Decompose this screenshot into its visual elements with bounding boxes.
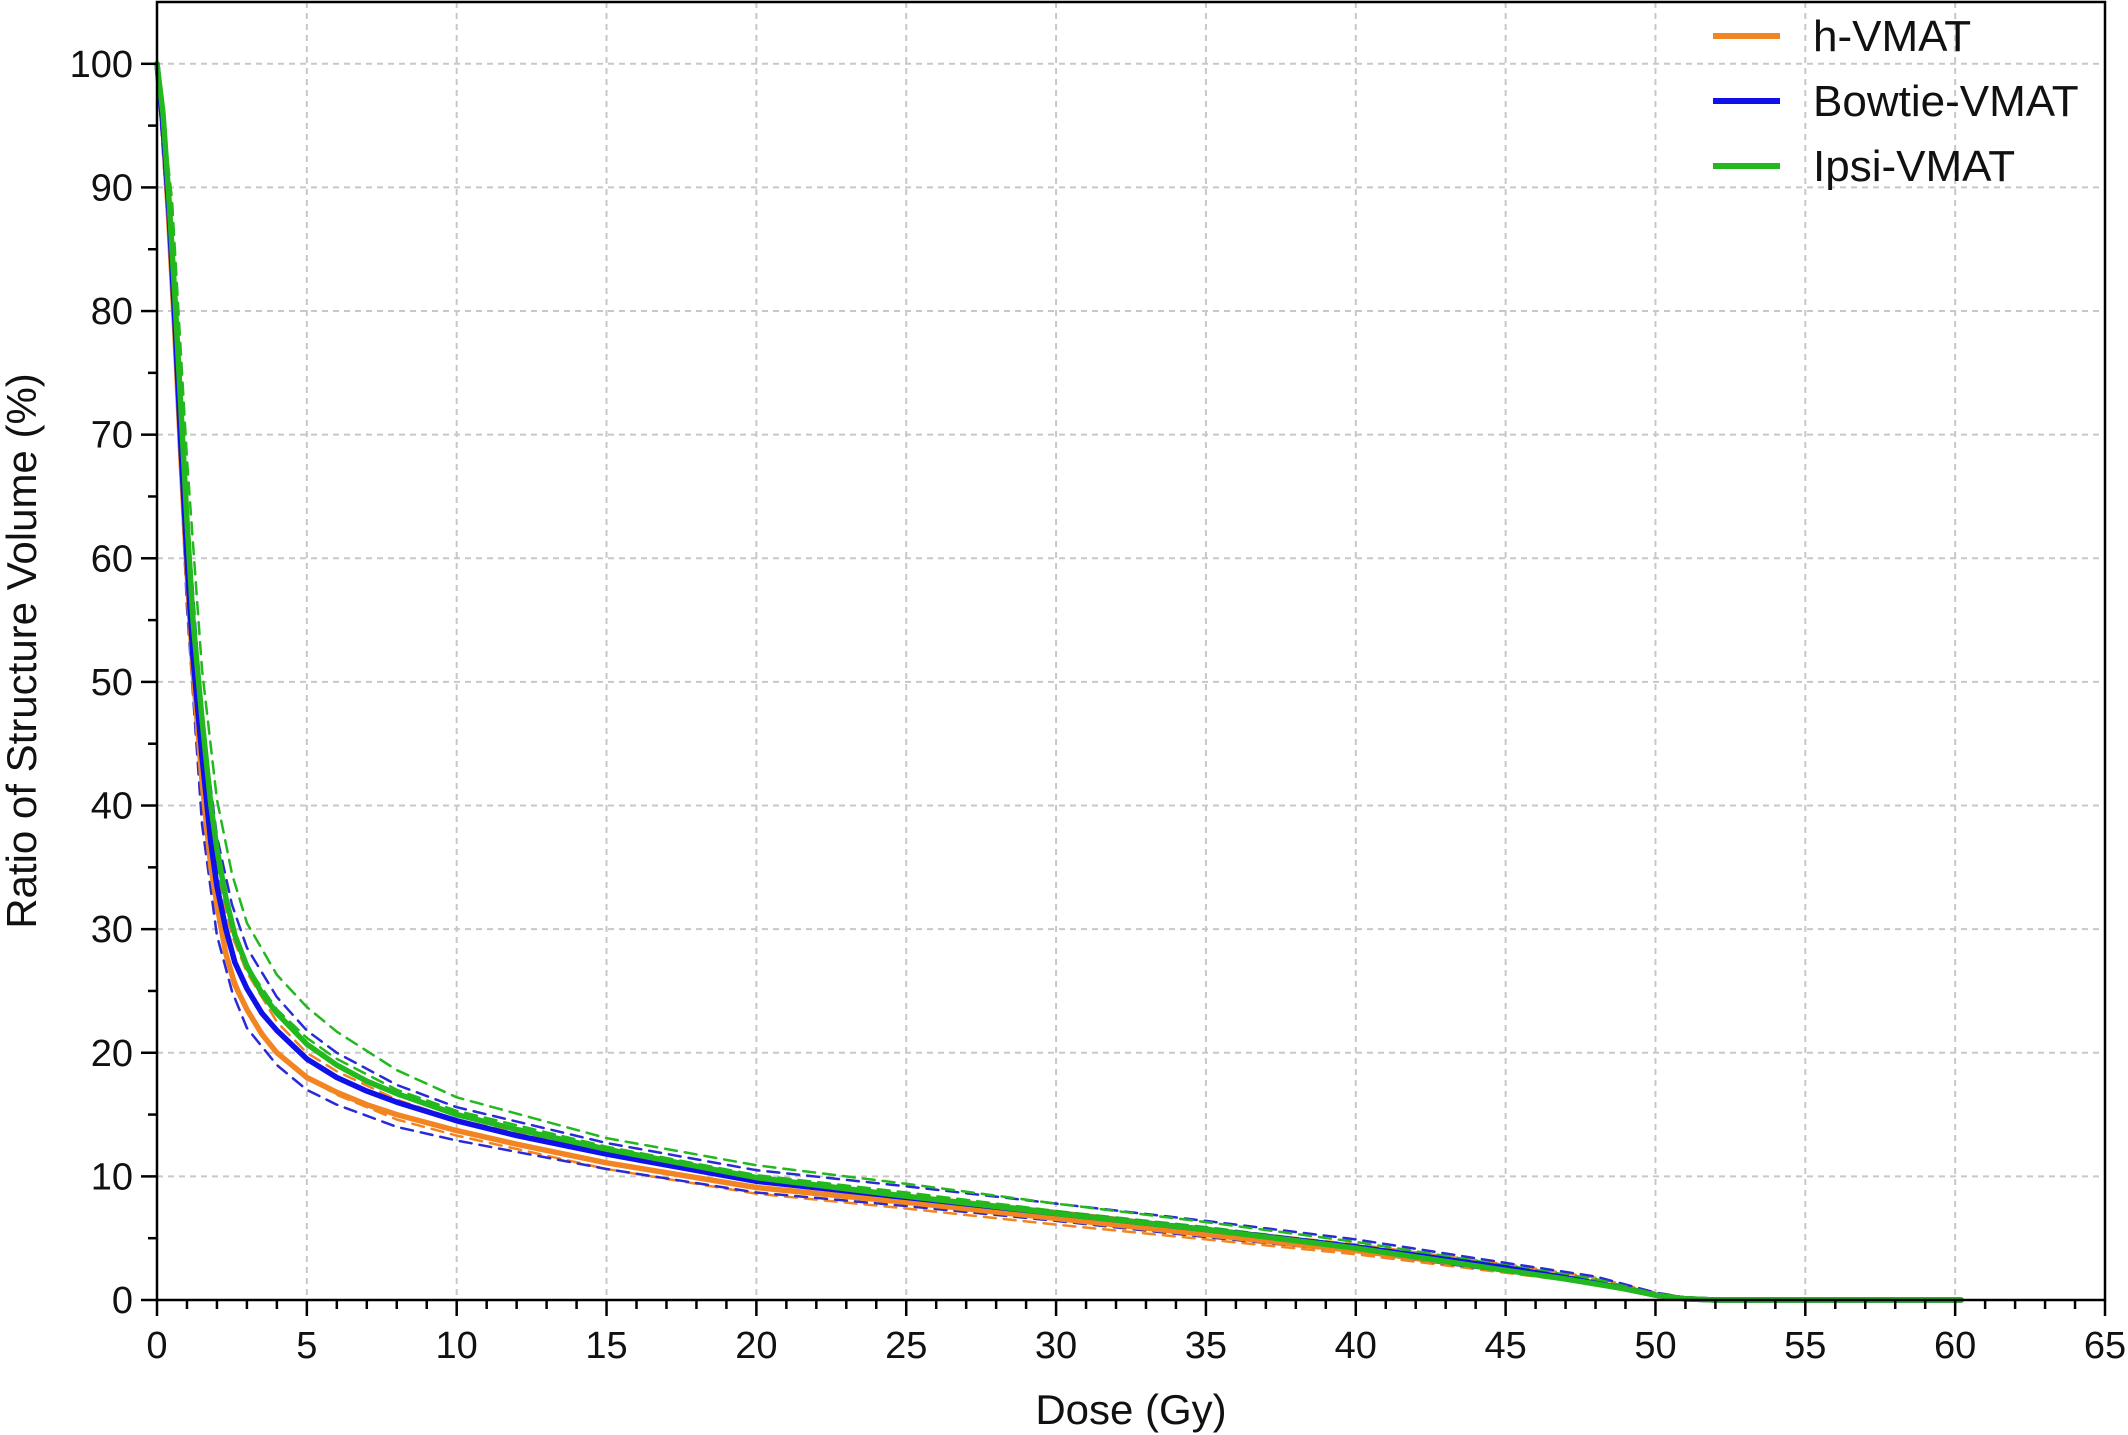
y-tick-label: 30	[91, 909, 133, 951]
dashed-line-series-2a2ad6	[155, 62, 1717, 1302]
x-tick-label: 35	[1185, 1325, 1227, 1367]
x-tick-label: 0	[146, 1325, 167, 1367]
y-axis-title: Ratio of Structure Volume (%)	[0, 373, 45, 929]
series-lines	[154, 61, 1964, 1303]
x-tick-label: 5	[296, 1325, 317, 1367]
y-tick-label: 20	[91, 1033, 133, 1075]
x-tick-label: 40	[1335, 1325, 1377, 1367]
x-tick-label: 10	[436, 1325, 478, 1367]
x-tick-label: 55	[1784, 1325, 1826, 1367]
y-tick-label: 0	[112, 1280, 133, 1322]
y-tick-label: 80	[91, 291, 133, 333]
y-tick-label: 50	[91, 662, 133, 704]
axis-ticks	[141, 62, 2107, 1316]
x-tick-label: 45	[1484, 1325, 1526, 1367]
x-tick-label: 60	[1934, 1325, 1976, 1367]
legend-label-h-vmat: h-VMAT	[1813, 12, 1971, 61]
y-tick-label: 40	[91, 786, 133, 828]
x-tick-label: 30	[1035, 1325, 1077, 1367]
x-tick-label: 25	[885, 1325, 927, 1367]
y-tick-labels: 0 10 20 30 40 50 60 70 80 90 100	[70, 44, 133, 1322]
grid	[157, 2, 2105, 1300]
plot-frame	[155, 0, 2107, 1302]
y-tick-label: 70	[91, 415, 133, 457]
x-axis-title: Dose (Gy)	[1035, 1386, 1226, 1433]
legend-label-bowtie-vmat: Bowtie-VMAT	[1813, 77, 2079, 126]
y-tick-label: 60	[91, 538, 133, 580]
y-tick-label: 90	[91, 167, 133, 209]
dashed-line-series-f28522	[155, 62, 1717, 1302]
y-tick-label: 100	[70, 44, 133, 86]
legend: h-VMAT Bowtie-VMAT Ipsi-VMAT	[1713, 12, 2079, 191]
dashed-line-series-22b81e	[155, 62, 1717, 1302]
x-tick-label: 20	[735, 1325, 777, 1367]
x-tick-label: 65	[2084, 1325, 2126, 1367]
legend-label-ipsi-vmat: Ipsi-VMAT	[1813, 142, 2015, 191]
y-tick-label: 10	[91, 1156, 133, 1198]
x-tick-label: 15	[585, 1325, 627, 1367]
x-tick-label: 50	[1634, 1325, 1676, 1367]
series-line-ipsi-vmat	[154, 61, 1964, 1303]
x-tick-labels: 0 5 10 15 20 25 30 35 40 45 50 55 60 65	[146, 1325, 2126, 1367]
